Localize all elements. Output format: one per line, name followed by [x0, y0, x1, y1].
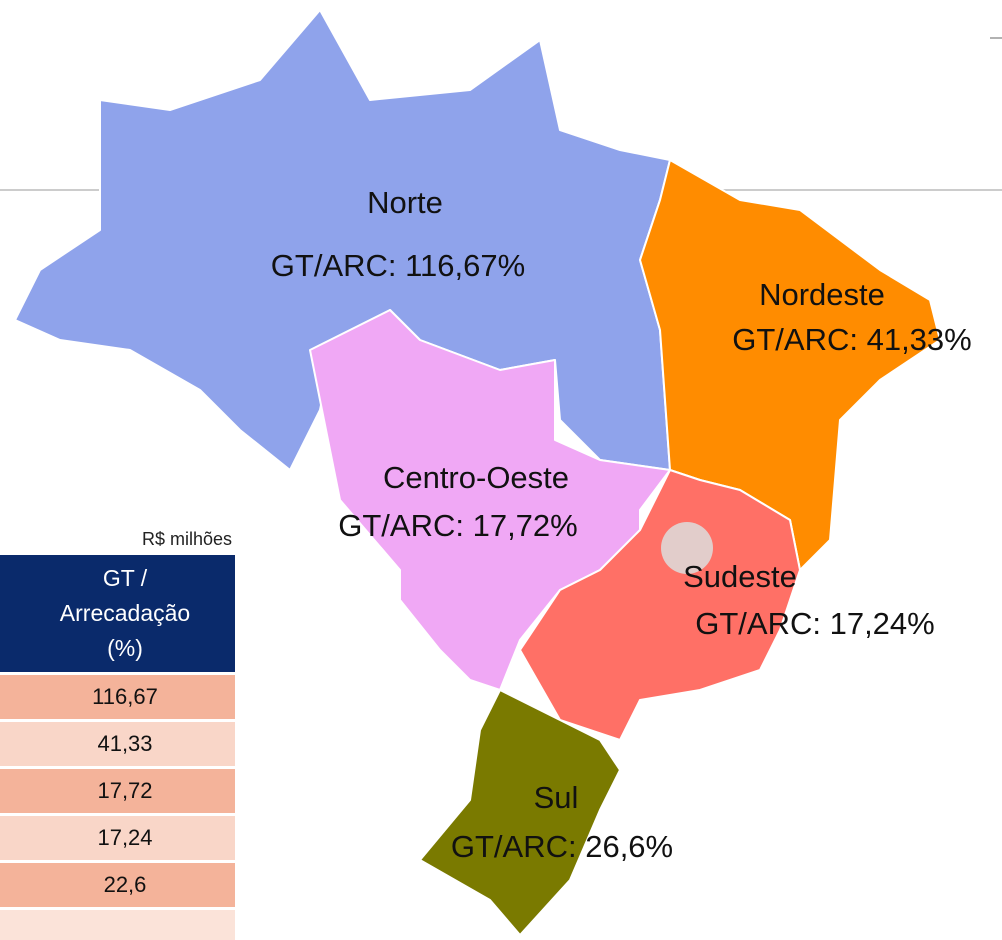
- region-label: GT/ARC: 41,33%: [732, 322, 971, 357]
- data-table: R$ milhões GT / Arrecadação (%) 116,67 41,33…: [0, 529, 235, 940]
- table-cell: 22,6: [104, 872, 147, 897]
- table-row: [0, 675, 235, 719]
- table-header-text: (%): [107, 635, 143, 661]
- region-labels: Norte GT/ARC: 116,67% Nordeste GT/ARC: 4…: [271, 185, 972, 864]
- region-label: GT/ARC: 17,24%: [695, 606, 934, 641]
- region-name: Sudeste: [683, 559, 797, 594]
- table-cell: 17,24: [97, 825, 152, 850]
- table-row: [0, 863, 235, 907]
- table-unit: R$ milhões: [142, 529, 232, 549]
- table-row: [0, 769, 235, 813]
- region-nordeste: [639, 159, 941, 571]
- table-row: [0, 722, 235, 766]
- table-row: [0, 816, 235, 860]
- region-name: Nordeste: [759, 277, 885, 312]
- region-label: GT/ARC: 116,67%: [271, 248, 525, 283]
- region-sul: [419, 689, 621, 936]
- cursor-highlight: [661, 522, 713, 574]
- region-sudeste: [519, 469, 801, 741]
- table-cell: 41,33: [97, 731, 152, 756]
- brazil-map: [14, 9, 941, 936]
- table-row: [0, 910, 235, 940]
- region-label: GT/ARC: 26,6%: [451, 829, 673, 864]
- region-name: Sul: [534, 780, 579, 815]
- table-header-text: GT /: [103, 565, 148, 591]
- table-header-text: Arrecadação: [60, 600, 190, 626]
- table-cell: 17,72: [97, 778, 152, 803]
- region-name: Centro-Oeste: [383, 460, 569, 495]
- region-label: GT/ARC: 17,72%: [338, 508, 577, 543]
- table-header: [0, 555, 235, 672]
- table-cell: 116,67: [92, 684, 158, 709]
- region-name: Norte: [367, 185, 443, 220]
